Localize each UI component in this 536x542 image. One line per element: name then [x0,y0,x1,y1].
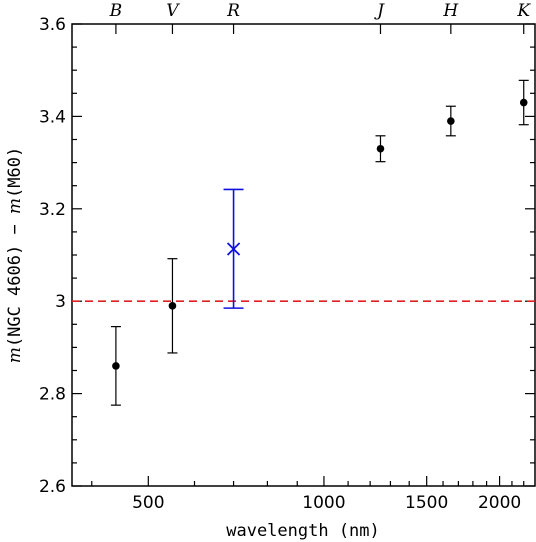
band-label-V: V [166,1,180,21]
y-axis-title-m1: m [5,347,25,363]
x-axis-title: wavelength (nm) [226,521,380,541]
band-label-R: R [226,1,240,21]
band-label-K: K [516,1,531,21]
y-tick-label: 2.6 [39,477,66,497]
data-point [112,362,120,370]
plot-frame [71,23,536,487]
data-point [376,144,385,153]
data-point [519,98,528,107]
data-point-x-b [226,242,241,256]
data-point [168,302,177,310]
y-tick-label: 3 [55,292,66,312]
x-tick-label: 500 [132,493,164,513]
data-layer [110,79,529,406]
y-tick-label: 2.8 [39,385,66,405]
band-label-H: H [442,1,459,21]
y-axis-title-part2: (M60) [5,147,25,198]
band-label-J: J [374,1,385,21]
x-tick-label: 2000 [478,493,521,513]
y-axis-title: m(NGC 4606) − m(M60) [5,147,25,364]
band-label-B: B [109,1,123,21]
tick-label-layer: 2.6 2.8 3 3.2 3.4 3.6 500 1000 1500 2000 B V R J H K [39,1,531,513]
y-tick-label: 3.6 [39,15,66,35]
y-axis-title-part1: (NGC 4606) − [5,214,25,347]
axis-ticks [72,23,535,487]
x-tick-label: 1000 [302,493,345,513]
y-tick-label: 3.2 [39,200,66,220]
y-axis-title-m2: m [5,198,25,214]
y-tick-label: 3.4 [39,107,66,127]
data-point [447,117,455,125]
x-tick-label: 1500 [405,493,448,513]
